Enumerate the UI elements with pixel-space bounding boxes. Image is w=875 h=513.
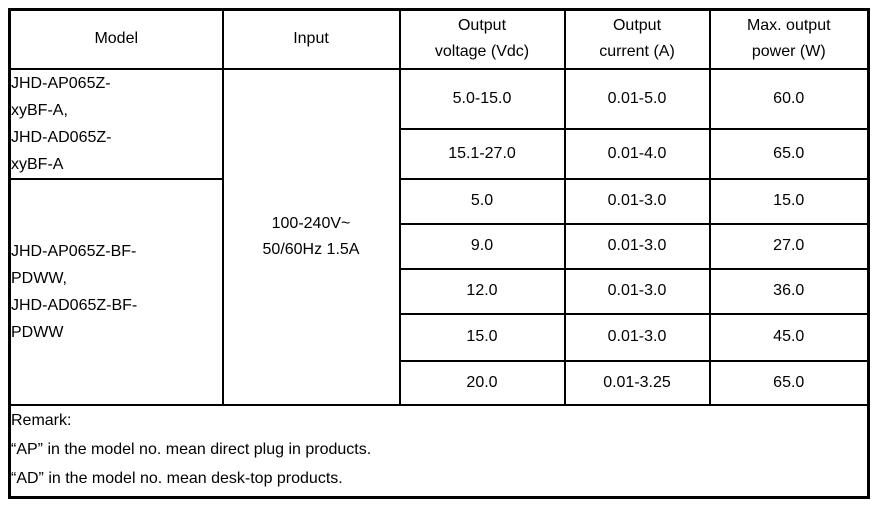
- remark-row: Remark: “AP” in the model no. mean direc…: [8, 403, 870, 499]
- current-cell: 0.01-5.0: [563, 67, 711, 130]
- voltage-cell: 20.0: [398, 359, 566, 406]
- model-group-2-cell: JHD-AP065Z-BF- PDWW, JHD-AD065Z-BF- PDWW: [8, 177, 224, 406]
- power-cell: 45.0: [708, 312, 870, 362]
- power-cell: 65.0: [708, 359, 870, 406]
- remark-cell: Remark: “AP” in the model no. mean direc…: [8, 403, 870, 499]
- table-row: JHD-AP065Z- xyBF-A, JHD-AD065Z- xyBF-A 1…: [8, 67, 870, 406]
- header-input: Input: [221, 8, 401, 70]
- header-model: Model: [8, 8, 224, 70]
- power-cell: 15.0: [708, 177, 870, 225]
- current-cell: 0.01-4.0: [563, 127, 711, 180]
- table-row: 20.0 0.01-3.25 65.0: [10, 359, 870, 406]
- voltage-cell: 9.0: [398, 222, 566, 270]
- header-output-current: Output current (A): [563, 8, 711, 70]
- voltage-cell: 15.0: [398, 312, 566, 362]
- power-cell: 36.0: [708, 267, 870, 315]
- header-row: Model Input Output voltage (Vdc) Output …: [8, 8, 870, 70]
- voltage-cell: 5.0-15.0: [398, 67, 566, 130]
- power-cell: 65.0: [708, 127, 870, 180]
- voltage-cell: 15.1-27.0: [398, 127, 566, 180]
- spec-table: Model Input Output voltage (Vdc) Output …: [8, 8, 870, 499]
- current-cell: 0.01-3.0: [563, 312, 711, 362]
- power-cell: 60.0: [708, 67, 870, 130]
- current-cell: 0.01-3.25: [563, 359, 711, 406]
- table-row: 15.1-27.0 0.01-4.0 65.0: [10, 127, 870, 180]
- table-row: 9.0 0.01-3.0 27.0: [10, 222, 870, 270]
- voltage-cell: 12.0: [398, 267, 566, 315]
- voltage-cell: 5.0: [398, 177, 566, 225]
- table-row: 12.0 0.01-3.0 36.0: [10, 267, 870, 315]
- current-cell: 0.01-3.0: [563, 222, 711, 270]
- table-row: 15.0 0.01-3.0 45.0: [10, 312, 870, 362]
- current-cell: 0.01-3.0: [563, 267, 711, 315]
- power-cell: 27.0: [708, 222, 870, 270]
- model-group-1-cell: JHD-AP065Z- xyBF-A, JHD-AD065Z- xyBF-A: [8, 67, 224, 180]
- table-row: JHD-AP065Z-BF- PDWW, JHD-AD065Z-BF- PDWW…: [8, 177, 870, 406]
- header-output-voltage: Output voltage (Vdc): [398, 8, 566, 70]
- current-cell: 0.01-3.0: [563, 177, 711, 225]
- input-cell: 100-240V~ 50/60Hz 1.5A: [221, 67, 401, 406]
- header-max-power: Max. output power (W): [708, 8, 870, 70]
